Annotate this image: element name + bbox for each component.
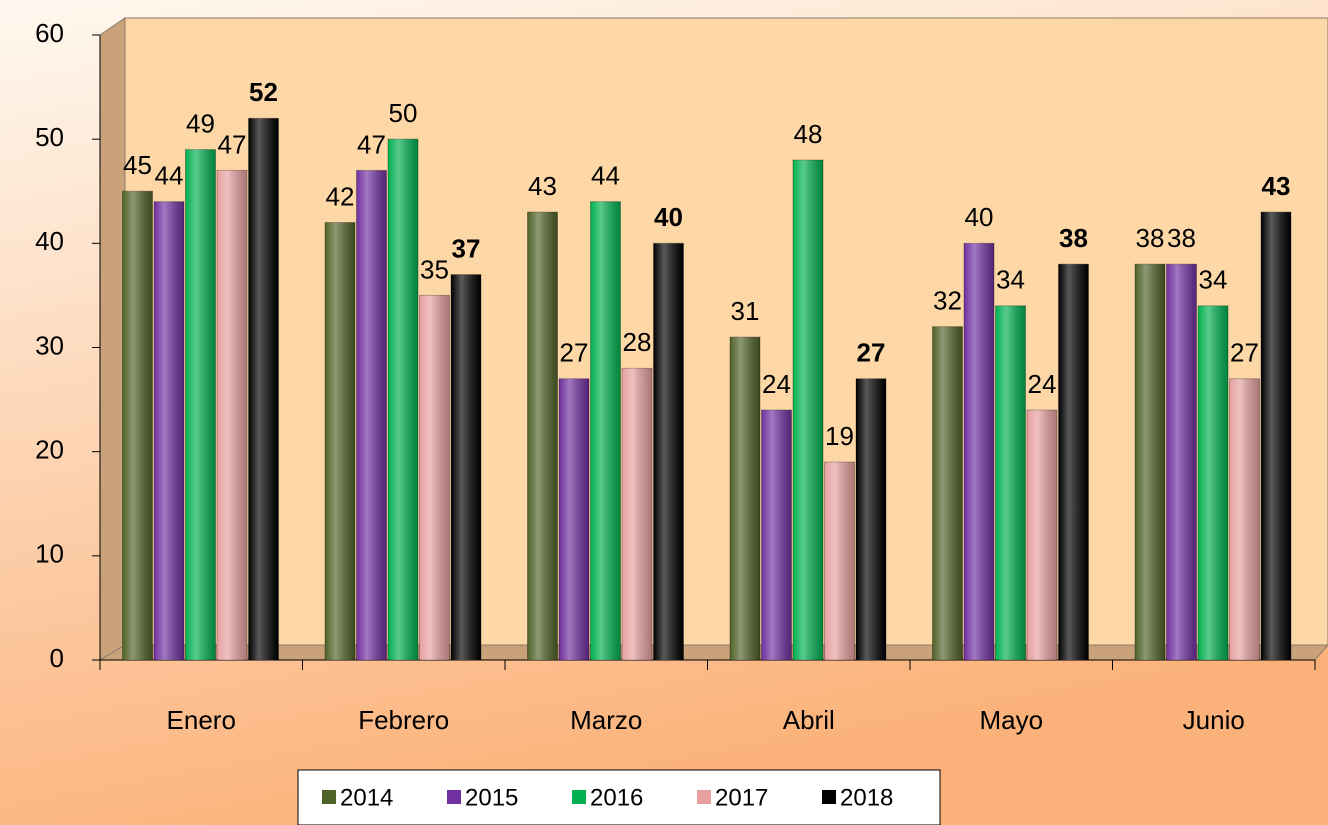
bar-shine <box>932 326 963 660</box>
value-label: 38 <box>1059 223 1088 253</box>
value-label: 49 <box>186 108 215 138</box>
bar-shine <box>1166 264 1197 660</box>
x-tick-label: Mayo <box>979 705 1043 735</box>
y-tick-label: 10 <box>35 539 64 569</box>
value-label: 31 <box>731 296 760 326</box>
legend-label: 2015 <box>465 784 518 811</box>
legend-swatch <box>322 790 336 804</box>
x-tick-label: Abril <box>783 705 835 735</box>
legend-swatch <box>447 790 461 804</box>
value-label: 24 <box>1028 369 1057 399</box>
bar-shine <box>1135 264 1165 660</box>
bar-shine <box>1229 378 1260 660</box>
value-label: 32 <box>933 286 962 316</box>
legend-swatch <box>572 790 586 804</box>
value-label: 19 <box>825 421 854 451</box>
value-label: 27 <box>560 338 589 368</box>
value-label: 43 <box>1262 171 1291 201</box>
bar-shine <box>730 337 760 660</box>
bar-shine <box>1058 264 1089 660</box>
legend-label: 2016 <box>590 784 643 811</box>
bar-shine <box>419 295 450 660</box>
value-label: 47 <box>218 129 247 159</box>
legend-label: 2014 <box>340 784 393 811</box>
value-label: 38 <box>1136 223 1165 253</box>
value-label: 38 <box>1167 223 1196 253</box>
bar-shine <box>995 305 1026 660</box>
bar-shine <box>622 368 652 660</box>
bar-shine <box>154 201 184 660</box>
bar-shine <box>761 410 792 660</box>
value-label: 27 <box>1230 338 1259 368</box>
value-label: 40 <box>654 202 683 232</box>
bar-shine <box>527 212 558 661</box>
bar-shine <box>1198 305 1228 660</box>
bar-shine <box>248 118 279 661</box>
side-wall <box>99 17 126 661</box>
bar-shine <box>451 274 481 660</box>
x-tick-label: Junio <box>1183 705 1245 735</box>
value-label: 42 <box>326 181 355 211</box>
bar-shine <box>653 243 684 661</box>
y-tick-label: 60 <box>35 18 64 48</box>
bar-shine <box>590 201 621 660</box>
x-tick-label: Marzo <box>570 705 642 735</box>
legend-swatch <box>697 790 711 804</box>
bar-shine <box>217 170 247 660</box>
legend-label: 2017 <box>715 784 768 811</box>
value-label: 28 <box>623 327 652 357</box>
value-label: 34 <box>996 265 1025 295</box>
value-label: 35 <box>420 254 449 284</box>
legend-swatch <box>822 790 836 804</box>
value-label: 43 <box>528 171 557 201</box>
bar-shine <box>964 243 994 661</box>
value-label: 44 <box>155 161 184 191</box>
bar-shine <box>1027 410 1057 660</box>
x-tick-label: Febrero <box>358 705 449 735</box>
value-label: 50 <box>389 98 418 128</box>
value-label: 37 <box>452 233 481 263</box>
bar-shine <box>185 149 216 661</box>
y-tick-label: 50 <box>35 122 64 152</box>
value-label: 34 <box>1199 265 1228 295</box>
value-label: 45 <box>123 150 152 180</box>
y-tick-label: 0 <box>50 643 64 673</box>
value-label: 47 <box>357 129 386 159</box>
value-label: 44 <box>591 161 620 191</box>
y-tick-label: 20 <box>35 435 64 465</box>
x-tick-label: Enero <box>167 705 236 735</box>
value-label: 52 <box>249 77 278 107</box>
bar-shine <box>793 160 823 660</box>
y-tick-label: 30 <box>35 330 64 360</box>
y-tick-label: 40 <box>35 226 64 256</box>
value-label: 48 <box>794 119 823 149</box>
value-label: 27 <box>857 338 886 368</box>
value-label: 24 <box>762 369 791 399</box>
bar-shine <box>122 191 153 660</box>
bar-shine <box>388 139 418 660</box>
bar-shine <box>856 378 886 660</box>
bar-shine <box>356 170 387 660</box>
bar-shine <box>1261 212 1291 661</box>
value-label: 40 <box>965 202 994 232</box>
bar-shine <box>325 222 355 660</box>
legend-label: 2018 <box>840 784 893 811</box>
bar-shine <box>559 378 589 660</box>
bar-shine <box>824 462 855 660</box>
